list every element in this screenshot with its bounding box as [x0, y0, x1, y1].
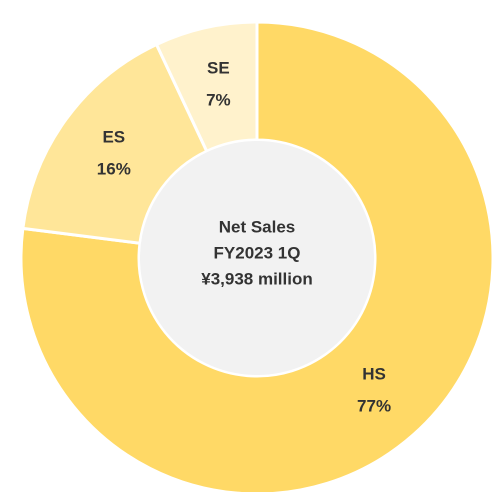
center-text: Net Sales: [219, 217, 296, 236]
slice-name: SE: [207, 59, 230, 78]
donut-slice: [154, 20, 259, 154]
center-text: FY2023 1Q: [214, 243, 301, 262]
donut-center: [140, 141, 374, 375]
slice-name: HS: [362, 364, 386, 383]
donut-slice: [21, 42, 209, 245]
slice-value-label: 16%: [97, 159, 131, 178]
slice-value-label: 77%: [357, 396, 391, 415]
donut-slice: [19, 20, 492, 492]
slice-value-label: 7%: [206, 91, 231, 110]
slice-name: ES: [102, 127, 125, 146]
center-text: ¥3,938 million: [201, 269, 313, 288]
